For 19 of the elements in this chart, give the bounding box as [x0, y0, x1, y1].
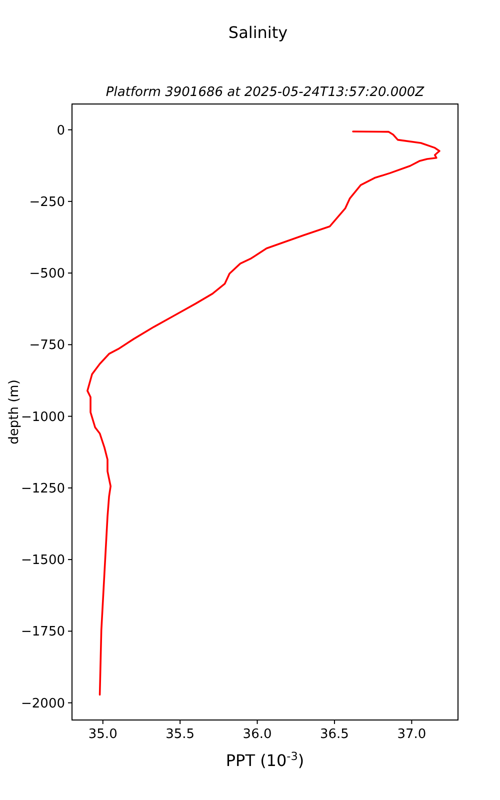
y-tick-label: 0 [56, 123, 65, 138]
line-series [86, 130, 440, 696]
x-tick-label: 35.0 [88, 727, 118, 742]
y-tick-label: −250 [29, 194, 65, 210]
x-tick-label: 37.0 [397, 727, 426, 742]
x-tick-label: 36.5 [320, 727, 349, 742]
y-axis-title: depth (m) [7, 380, 22, 444]
y-tick-label: −1500 [21, 553, 65, 568]
x-tick-label: 36.0 [242, 727, 272, 742]
chart-title: Salinity [228, 23, 288, 42]
y-tick-label: −500 [29, 266, 65, 282]
x-tick-label: 35.5 [166, 727, 195, 742]
x-axis-title: PPT (10$^{-3}$) [226, 750, 304, 770]
y-tick-label: −1000 [21, 410, 65, 425]
y-tick-label: −1750 [21, 624, 65, 640]
y-tick-label: −2000 [21, 696, 65, 712]
y-tick-label: −750 [29, 338, 65, 354]
chart-subtitle: Platform 3901686 at 2025-05-24T13:57:20.000Z [106, 85, 426, 100]
y-tick-label: −1250 [21, 481, 65, 496]
